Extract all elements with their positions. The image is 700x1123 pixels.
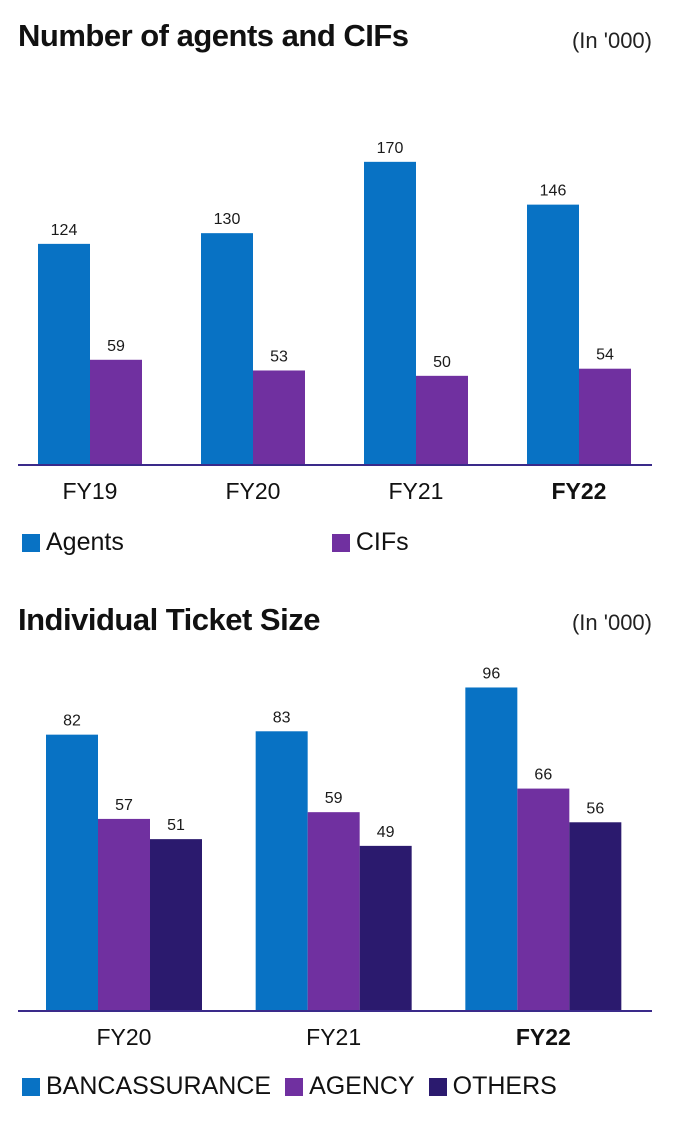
data-label: 50 bbox=[433, 354, 451, 371]
data-label: 124 bbox=[51, 222, 78, 239]
data-label: 82 bbox=[63, 713, 81, 730]
unit-note: (In '000) bbox=[571, 28, 652, 53]
agents-cifs-chart: Number of agents and CIFs (In '000) 124 5… bbox=[18, 18, 652, 557]
x-tick-label: FY22 bbox=[516, 1024, 571, 1050]
bar-agents-fy20 bbox=[201, 233, 253, 465]
legend-label-others: OTHERS bbox=[452, 1072, 557, 1100]
data-label: 51 bbox=[167, 817, 185, 834]
bar-agency-fy22 bbox=[517, 788, 570, 1011]
bar-bancassurance-fy22 bbox=[465, 687, 518, 1011]
bar-agents-fy19 bbox=[38, 243, 90, 465]
bar-agents-fy21 bbox=[364, 161, 416, 466]
bar-agency-fy21 bbox=[307, 812, 360, 1011]
bar-others-fy22 bbox=[569, 822, 622, 1011]
data-label: 59 bbox=[107, 338, 125, 355]
legend-label-agents: Agents bbox=[46, 528, 124, 556]
chart-title: Number of agents and CIFs bbox=[18, 18, 409, 53]
chart-title: Individual Ticket Size bbox=[18, 602, 320, 637]
data-label: 96 bbox=[482, 665, 500, 682]
legend-swatch-cifs bbox=[331, 533, 350, 552]
legend-label-cifs: CIFs bbox=[355, 528, 409, 556]
bar-others-fy20 bbox=[150, 839, 202, 1011]
x-tick-label: FY19 bbox=[63, 478, 118, 504]
legend-swatch-others bbox=[428, 1077, 447, 1096]
data-label: 53 bbox=[270, 348, 288, 365]
x-tick-label: FY22 bbox=[552, 478, 607, 504]
unit-note: (In '000) bbox=[571, 610, 652, 635]
x-tick-label: FY21 bbox=[389, 478, 444, 504]
x-tick-label: FY20 bbox=[226, 478, 281, 504]
legend: BANCASSURANCE AGENCY OTHERS bbox=[22, 1072, 557, 1101]
bar-bancassurance-fy20 bbox=[46, 734, 98, 1011]
data-label: 130 bbox=[214, 211, 241, 228]
legend-item-agents: Agents bbox=[22, 528, 124, 557]
bar-cifs-fy19 bbox=[90, 359, 142, 465]
bar-agency-fy20 bbox=[98, 818, 150, 1011]
legend-label-bancassurance: BANCASSURANCE bbox=[46, 1072, 272, 1100]
bar-agents-fy22 bbox=[527, 204, 579, 465]
legend-item-bancassurance: BANCASSURANCE bbox=[22, 1072, 271, 1101]
legend-item-agency: AGENCY bbox=[285, 1072, 415, 1101]
legend-label-agency: AGENCY bbox=[309, 1072, 415, 1100]
bar-bancassurance-fy21 bbox=[255, 731, 308, 1011]
data-label: 56 bbox=[586, 800, 604, 817]
legend-swatch-agents bbox=[22, 533, 40, 552]
data-label: 170 bbox=[377, 140, 404, 157]
data-label: 54 bbox=[596, 347, 614, 364]
data-label: 146 bbox=[540, 183, 567, 200]
bar-cifs-fy20 bbox=[253, 370, 305, 465]
data-label: 66 bbox=[534, 767, 552, 784]
legend: Agents CIFs bbox=[22, 528, 409, 557]
data-label: 49 bbox=[377, 824, 395, 841]
data-label: 83 bbox=[273, 709, 291, 726]
ticket-size-chart: Individual Ticket Size (In '000) 82 57 51 F… bbox=[0, 590, 700, 1123]
bar-others-fy21 bbox=[359, 845, 412, 1011]
data-label: 57 bbox=[115, 797, 133, 814]
data-label: 59 bbox=[325, 790, 343, 807]
legend-swatch-agency bbox=[285, 1077, 304, 1096]
legend-item-cifs: CIFs bbox=[331, 528, 409, 557]
x-tick-label: FY21 bbox=[306, 1024, 361, 1050]
ticket-size-plot: 82 57 51 FY20 83 59 49 FY21 96 66 56 FY22 bbox=[18, 665, 652, 1050]
x-tick-label: FY20 bbox=[97, 1024, 152, 1050]
legend-swatch-bancassurance bbox=[22, 1077, 40, 1096]
legend-item-others: OTHERS bbox=[428, 1072, 557, 1101]
bar-cifs-fy22 bbox=[579, 368, 631, 465]
agents-cifs-plot: 124 59 FY19 130 53 FY20 170 50 FY21 146 54 FY22 bbox=[18, 140, 652, 504]
bar-cifs-fy21 bbox=[416, 375, 468, 465]
